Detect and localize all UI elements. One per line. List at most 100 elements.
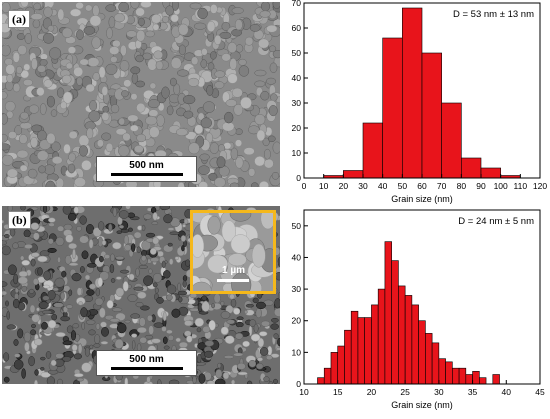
grain: [214, 70, 226, 78]
grain: [37, 65, 46, 73]
grain: [273, 378, 278, 384]
chart-annotation: D = 53 nm ± 13 nm: [453, 9, 534, 20]
grain: [109, 46, 120, 55]
grain: [148, 268, 153, 274]
grain: [81, 362, 92, 373]
x-tick-label: 80: [457, 181, 467, 191]
grain: [166, 105, 174, 116]
x-tick-label: 15: [333, 387, 343, 397]
grain: [161, 260, 166, 269]
grain: [204, 340, 215, 347]
grain: [64, 255, 72, 265]
grain: [224, 111, 234, 124]
y-tick-label: 60: [292, 23, 302, 33]
grain: [214, 177, 226, 187]
grain: [118, 117, 126, 126]
histogram-bar: [343, 170, 364, 179]
grain: [197, 342, 207, 350]
grain: [32, 278, 39, 286]
grain: [19, 164, 28, 172]
grain: [101, 239, 107, 246]
grain: [183, 110, 194, 119]
grain: [63, 143, 71, 154]
histogram-bar: [438, 358, 446, 385]
grain: [109, 318, 120, 323]
histogram-bar: [384, 241, 392, 385]
grain: [272, 2, 280, 10]
grain: [67, 46, 77, 54]
grain: [214, 81, 225, 89]
grain: [136, 29, 146, 42]
grain: [230, 298, 237, 308]
scale-bar-b: 500 nm: [96, 350, 197, 376]
grain: [209, 142, 220, 154]
inset-scale-line: [217, 279, 249, 282]
plot-frame: [303, 209, 541, 385]
grain: [202, 325, 211, 333]
grain: [112, 207, 117, 217]
x-tick-label: 120: [533, 181, 547, 191]
grain: [76, 287, 83, 296]
histogram-bar: [461, 157, 482, 179]
grain: [162, 311, 167, 322]
grain: [68, 152, 76, 162]
scale-bar-label-b: 500 nm: [129, 354, 164, 365]
grain: [126, 30, 138, 38]
grain: [235, 128, 243, 136]
grain: [101, 86, 109, 96]
grain: [73, 66, 84, 77]
grain: [7, 264, 17, 275]
sem-image-b: (b) 1 µm 500 nm: [2, 206, 280, 384]
histogram-bar: [431, 342, 440, 385]
grain: [85, 83, 95, 93]
grain: [263, 376, 270, 382]
grain: [46, 95, 55, 108]
grain: [2, 240, 8, 246]
grain: [177, 182, 185, 187]
grain: [51, 313, 58, 321]
grain: [149, 82, 157, 90]
grain: [123, 235, 129, 245]
grain: [130, 124, 139, 132]
grain: [188, 142, 200, 155]
grain: [2, 154, 14, 166]
grain: [38, 301, 49, 309]
grain: [143, 213, 153, 220]
grain: [245, 303, 254, 308]
grain: [254, 69, 267, 77]
grain: [30, 329, 37, 336]
grain: [79, 58, 89, 66]
grain: [237, 371, 248, 376]
grain: [137, 17, 145, 27]
grain: [6, 310, 10, 320]
histogram-bar: [404, 295, 413, 385]
grain: [206, 21, 216, 32]
grain: [273, 333, 279, 340]
grain: [202, 101, 216, 113]
grain: [19, 122, 32, 130]
grain: [277, 256, 280, 267]
panel-label-b: (b): [8, 211, 31, 229]
grain: [79, 266, 85, 273]
grain: [146, 314, 153, 322]
histogram-bar: [391, 260, 399, 385]
grain: [137, 291, 147, 299]
grain: [84, 4, 93, 12]
grain: [131, 333, 138, 338]
grain: [177, 282, 181, 292]
grain: [43, 6, 53, 18]
grain: [28, 288, 35, 294]
grain: [244, 309, 248, 314]
grain: [135, 80, 146, 88]
grain: [176, 69, 190, 77]
grain: [14, 353, 21, 358]
grain: [155, 60, 164, 71]
grain: [13, 339, 19, 346]
grain: [154, 287, 159, 294]
grain: [276, 347, 280, 351]
x-tick-label: 50: [398, 181, 408, 191]
grain: [220, 300, 225, 306]
grain: [200, 117, 212, 129]
grain: [71, 272, 82, 282]
